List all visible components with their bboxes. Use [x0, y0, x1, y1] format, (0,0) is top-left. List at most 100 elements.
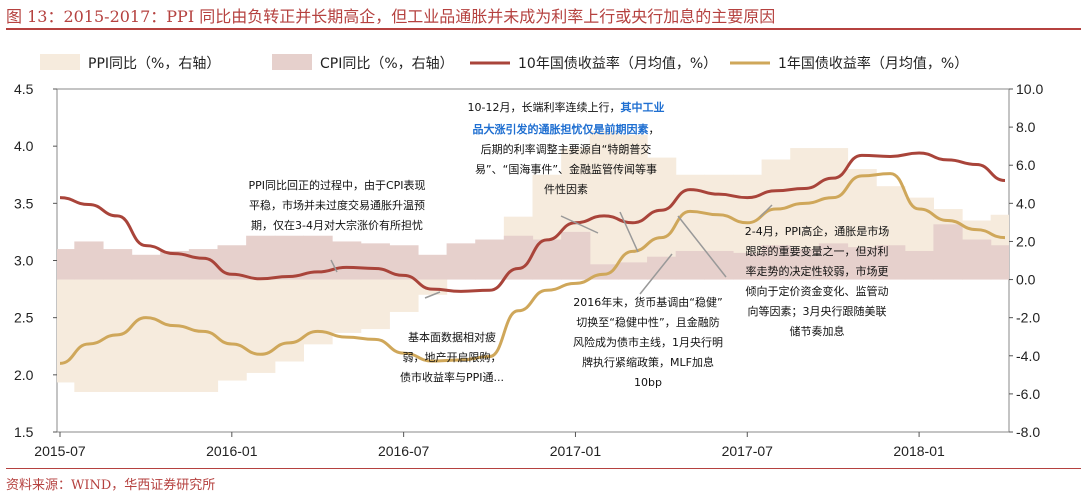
annotation-line: 弱，地产开启限购， [403, 350, 502, 364]
annotation-line: 债市收益率与PPI通... [400, 370, 504, 384]
area-bar [904, 250, 935, 280]
area-bar [647, 256, 677, 280]
annotation-line: 2016年末，货币基调由“稳健” [573, 295, 722, 309]
y-right-tick-label: 2.0 [1016, 233, 1036, 249]
annotation-line: PPI同比回正的过程中，由于CPI表现 [248, 178, 425, 192]
line-series [59, 151, 1006, 293]
area-bar [847, 247, 877, 280]
annotation-line: 平稳，市场并未过度交易通胀升温预 [249, 198, 425, 212]
area-bar [732, 252, 763, 280]
area-bar [417, 254, 448, 280]
figure-title: 图 13：2015-2017：PPI 同比由负转正并长期高企，但工业品通胀并未成… [6, 7, 776, 26]
line-series [59, 172, 1006, 365]
area-bar [217, 279, 247, 381]
area-bar [475, 239, 505, 280]
annotation-box: PPI同比回正的过程中，由于CPI表现平稳，市场并未过度交易通胀升温预期，仅在3… [248, 178, 425, 232]
annotation-line: 品大涨引发的通胀担忧仅是前期因素， [473, 122, 660, 136]
y-right-tick-label: -6.0 [1016, 386, 1040, 402]
annotation-line: 储节奏加息 [790, 324, 845, 338]
y-right-tick-label: -4.0 [1016, 348, 1040, 364]
area-bar [990, 245, 1009, 280]
area-bar [360, 279, 390, 330]
area-bar [933, 224, 963, 280]
annotation-line: 率走势的决定性较弱，市场更 [746, 264, 889, 278]
legend-swatch [40, 54, 80, 70]
y-left-tick-label: 4.0 [14, 138, 34, 154]
area-bar [332, 279, 362, 333]
y-right-tick-label: 10.0 [1016, 81, 1043, 97]
annotation-line: 切换至“稳健中性”，且金融防 [576, 315, 719, 329]
y-right-tick-label: 8.0 [1016, 119, 1036, 135]
area-bar [131, 254, 161, 280]
y-left-tick-label: 3.5 [14, 195, 34, 211]
area-bar [246, 279, 276, 373]
x-tick-label: 2017-01 [550, 443, 602, 459]
annotation-line: 期，仅在3-4月对大宗涨价有所担忧 [251, 218, 423, 232]
leader-line [677, 215, 727, 278]
leader-line [639, 253, 673, 295]
x-tick-label: 2015-07 [34, 443, 86, 459]
x-tick-label: 2016-07 [378, 443, 430, 459]
area-bar [389, 279, 419, 312]
area-bar [790, 249, 820, 280]
area-bar [962, 239, 992, 280]
area-bar [102, 249, 133, 280]
annotation-line: 倾向于定价资金变化、监管动 [746, 284, 889, 298]
annotation-line: 10-12月，长端利率连续上行，其中工业 [468, 100, 665, 114]
annotation-line: 10bp [634, 376, 662, 389]
legend-item: 1年国债收益率（月均值，%） [730, 55, 968, 72]
annotation-box: 2016年末，货币基调由“稳健” 切换至“稳健中性”，且金融防风险成为债市主线，1… [573, 295, 723, 389]
x-tick-label: 2016-01 [206, 443, 258, 459]
annotation-line: 2-4月，PPI高企，通胀是市场 [745, 224, 889, 238]
area-bar [589, 130, 620, 280]
leader-line [330, 259, 338, 273]
annotation-line: 向等因素；3月央行跟随美联 [748, 304, 887, 318]
title-divider [6, 28, 1081, 30]
y-right-tick-label: -2.0 [1016, 310, 1040, 326]
area-bar [561, 231, 591, 280]
area-bar [131, 279, 161, 392]
annotation-line: 易”、“国海事件”、金融监管传闻等事 [475, 162, 657, 176]
source-note: 资料来源：WIND，华西证券研究所 [6, 478, 216, 493]
leader-line [424, 291, 441, 299]
leader-line [560, 215, 599, 234]
area-bar [876, 245, 906, 280]
area-bar [675, 250, 705, 280]
area-bar [57, 279, 75, 383]
area-bar [360, 243, 390, 280]
legend-label: CPI同比（%，右轴） [320, 56, 454, 72]
legend-label: 1年国债收益率（月均值，%） [778, 55, 968, 72]
area-bar [417, 279, 448, 295]
area-bar [446, 243, 476, 280]
area-bar [274, 279, 305, 362]
y-left-tick-label: 3.0 [14, 253, 34, 269]
annotation-line: 风险成为债市主线，1月央行明 [573, 335, 723, 349]
y-right-tick-label: 4.0 [1016, 195, 1036, 211]
legend-label: 10年国债收益率（月均值，%） [518, 55, 717, 72]
leader-line [759, 204, 773, 218]
x-tick-label: 2018-01 [893, 443, 945, 459]
source-divider [6, 468, 1081, 469]
area-bar [188, 249, 219, 280]
annotation-box: 2-4月，PPI高企，通胀是市场跟踪的重要变量之一，但对利率走势的决定性较弱，市… [745, 224, 889, 338]
area-bar [57, 249, 75, 280]
legend-item: CPI同比（%，右轴） [272, 54, 454, 72]
annotation-line: 牌执行紧缩政策，MLF加息 [582, 355, 714, 369]
area-bar [818, 243, 849, 280]
area-bar [160, 279, 190, 392]
legend-item: 10年国债收益率（月均值，%） [470, 55, 717, 72]
y-right-tick-label: -8.0 [1016, 424, 1040, 440]
annotation-line: 基本面数据相对疲 [408, 330, 496, 344]
annotation-line: 后期的利率调整主要源自“特朗普交 [481, 142, 652, 156]
area-series [57, 224, 1009, 280]
y-left-tick-label: 2.5 [14, 310, 34, 326]
y-right-tick-label: 0.0 [1016, 272, 1036, 288]
y-left-tick-label: 1.5 [14, 424, 34, 440]
x-tick-label: 2017-07 [722, 443, 774, 459]
legend-swatch [272, 54, 312, 70]
area-bar [618, 262, 648, 280]
area-bar [332, 241, 362, 280]
